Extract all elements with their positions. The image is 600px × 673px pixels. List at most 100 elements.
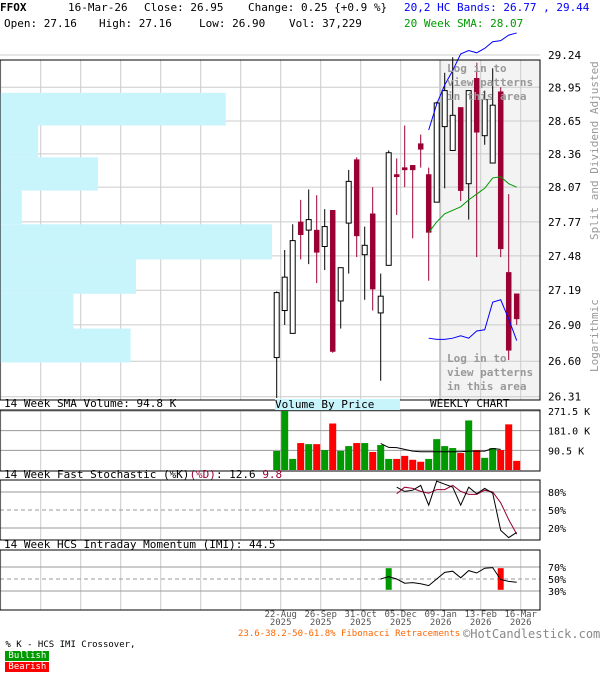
- open-value: Open: 27.16: [4, 17, 77, 30]
- candle-down: [369, 213, 376, 290]
- x-tick-year: 2025: [270, 618, 292, 628]
- candle-up: [345, 180, 352, 224]
- price-tick-label: 28.95: [548, 81, 581, 94]
- x-tick-year: 2026: [470, 618, 492, 628]
- candle-down: [329, 210, 336, 352]
- x-tick-year: 2025: [390, 618, 412, 628]
- close-value: Close: 26.95: [144, 1, 224, 14]
- volume-bar: [489, 448, 497, 470]
- volume-by-price-bar: [0, 224, 272, 260]
- sma-legend: 20 Week SMA: 28.07: [404, 17, 524, 30]
- price-tick-label: 27.19: [548, 284, 581, 297]
- candle-up: [289, 240, 296, 334]
- volume-tick-label: 90.5 K: [548, 446, 584, 457]
- price-tick-label: 26.31: [548, 391, 581, 404]
- copyright[interactable]: ©HotCandlestick.com: [463, 627, 600, 641]
- fibonacci-legend: 23.6-38.2-50-61.8% Fibonacci Retracement…: [238, 629, 461, 639]
- volume-bar: [377, 445, 385, 470]
- candle-down: [505, 272, 512, 351]
- volume-sma-line: [380, 443, 501, 453]
- price-tick-label: 29.24: [548, 49, 581, 62]
- stoch-k-title: 14 Week Fast Stochastic (%K): [4, 468, 190, 481]
- volume-bar: [401, 455, 409, 470]
- stochastic-tick-label: 50%: [548, 506, 566, 517]
- pattern-notice-bottom[interactable]: Log in to view patterns in this area: [447, 352, 534, 393]
- volume-by-price-bar: [0, 92, 226, 126]
- volume-tick-label: 181.0 K: [548, 427, 590, 438]
- pattern-notice-top[interactable]: Log in to view patterns in this area: [447, 62, 534, 103]
- main-frame: [0, 59, 541, 401]
- change-value: Change: 0.25 {+0.9 %}: [248, 1, 388, 14]
- volume-bar: [385, 458, 393, 470]
- candle-up: [489, 104, 496, 164]
- stochastic-frame: [0, 479, 541, 541]
- price-tick-label: 26.60: [548, 355, 581, 368]
- candle-up: [385, 152, 392, 266]
- y-axis-label: Split and Dividend Adjusted: [588, 61, 600, 240]
- volume-frame: [0, 409, 541, 472]
- volume-bar: [441, 446, 449, 470]
- volume-by-price-bar: [0, 125, 39, 158]
- volume-bar: [281, 411, 289, 470]
- volume-bar: [369, 451, 377, 470]
- volume-bar: [321, 450, 329, 470]
- volume-bar: [449, 448, 457, 470]
- price-tick-label: 26.90: [548, 319, 581, 332]
- volume-by-price-bar: [0, 259, 136, 294]
- volume-bar: [305, 444, 313, 470]
- imi-tick-label: 70%: [548, 563, 566, 574]
- candle-down: [473, 78, 480, 133]
- x-tick-year: 2026: [430, 618, 452, 628]
- footer-legend: % K - HCS IMI Crossover, Bullish Bearish: [0, 629, 135, 673]
- weekly-chart-label: WEEKLY CHART: [430, 397, 510, 410]
- imi-panel-title: 14 Week HCS Intraday Momentum (IMI): 44.…: [4, 538, 276, 551]
- imi-tick-label: 30%: [548, 587, 566, 598]
- price-tick-label: 27.48: [548, 250, 581, 263]
- stoch-d-line: [396, 484, 518, 535]
- symbol: FFOX: [0, 1, 27, 14]
- candle-down: [457, 107, 464, 191]
- candle-down: [417, 143, 424, 150]
- volume-bar: [273, 450, 281, 470]
- volume-bar: [513, 460, 521, 470]
- volume-bar: [345, 446, 353, 470]
- crossover-legend: % K - HCS IMI Crossover,: [5, 640, 136, 650]
- stoch-d-title: (%D): [189, 468, 216, 481]
- volume-bar: [361, 443, 369, 470]
- stochastic-panel-title: 14 Week Fast Stochastic (%K)(%D): 12.6 9…: [4, 469, 282, 481]
- price-tick-label: 28.07: [548, 181, 581, 194]
- high-value: High: 27.16: [99, 17, 172, 30]
- x-tick-label: 26-Sep: [304, 610, 337, 620]
- candle-up: [433, 102, 440, 203]
- volume-bar: [289, 458, 297, 470]
- x-tick-year: 2025: [310, 618, 332, 628]
- upper-band-line: [428, 32, 517, 131]
- candle-up: [273, 292, 280, 359]
- x-tick-label: 05-Dec: [384, 610, 417, 620]
- volume-bar: [393, 458, 401, 470]
- low-value: Low: 26.90: [199, 17, 266, 30]
- candle-up: [321, 226, 328, 247]
- volume-bar: [505, 424, 513, 470]
- bullish-badge: Bullish: [5, 651, 50, 661]
- x-tick-year: 2025: [350, 618, 372, 628]
- candle-up: [337, 267, 344, 302]
- x-tick-label: 22-Aug: [264, 610, 297, 620]
- volume-by-price-bar: [0, 328, 131, 363]
- imi-line: [380, 567, 517, 587]
- volume-bar: [353, 443, 361, 470]
- price-tick-label: 28.36: [548, 148, 581, 161]
- stoch-k-line: [396, 480, 517, 539]
- stoch-d-value: 9.8: [262, 468, 283, 481]
- candle-up: [377, 295, 384, 314]
- volume-bar: [297, 443, 305, 470]
- candle-down: [393, 174, 400, 178]
- volume-bar: [337, 450, 345, 470]
- stoch-k-value: : 12.6: [215, 468, 256, 481]
- price-tick-label: 27.77: [548, 216, 581, 229]
- candle-down: [425, 174, 432, 233]
- x-tick-label: 16-Mar: [504, 610, 537, 620]
- candle-up: [481, 99, 488, 137]
- candle-up: [441, 90, 448, 128]
- stochastic-tick-label: 20%: [548, 524, 566, 535]
